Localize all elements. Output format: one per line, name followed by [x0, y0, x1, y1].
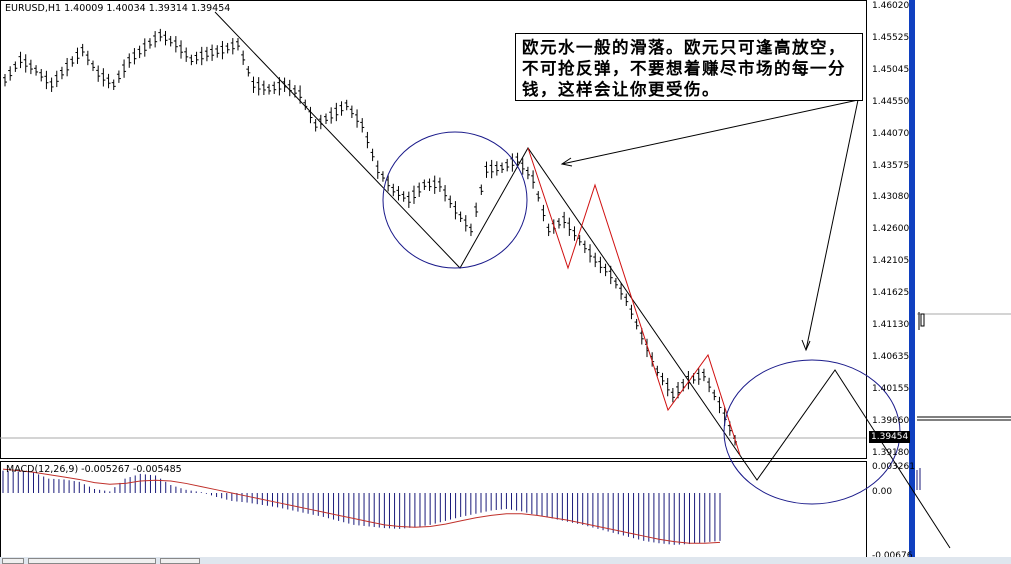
price-axis-label: 1.45045 — [872, 64, 910, 75]
price-panel-border — [0, 0, 867, 459]
red-zigzag-line — [527, 147, 741, 456]
price-axis-label: 1.42600 — [872, 224, 910, 235]
chart-tab[interactable] — [160, 558, 200, 564]
macd-signal-line — [2, 468, 721, 544]
period-separator[interactable] — [909, 0, 915, 557]
current-price-label: 1.39454 — [869, 431, 911, 443]
price-bars — [3, 28, 737, 446]
chart-tabs-bar — [0, 557, 1011, 564]
symbol-header: EURUSD,H1 1.40009 1.40034 1.39314 1.3945… — [5, 3, 231, 14]
right-candle — [920, 313, 925, 327]
annotation-callout: 欧元水一般的滑落。欧元只可逢高放空，不可抢反弹，不要想着赚尽市场的每一分钱，这样… — [515, 33, 863, 101]
annotations — [214, 11, 951, 549]
chart-tab[interactable] — [2, 558, 24, 564]
price-axis-label: 1.39660 — [872, 415, 910, 426]
price-axis-label: 1.39180 — [872, 447, 910, 458]
arrow-line-2 — [805, 99, 859, 351]
chart-tab[interactable] — [28, 558, 156, 564]
price-axis-label: 1.44550 — [872, 96, 910, 107]
price-axis-label: 1.43575 — [872, 160, 910, 171]
arrow-line-1 — [561, 99, 859, 165]
price-axis-label: 1.40635 — [872, 351, 910, 362]
trend-zigzag-line — [214, 11, 951, 549]
macd-histogram — [2, 470, 721, 545]
macd-axis-zero: 0.00 — [872, 487, 893, 497]
price-axis-label: 1.43080 — [872, 192, 910, 203]
price-axis-label: 1.41625 — [872, 288, 910, 299]
price-axis-label: 1.41130 — [872, 320, 910, 330]
macd-header: MACD(12,26,9) -0.005267 -0.005485 — [6, 464, 182, 475]
macd-axis-bottom: -0.00676 — [872, 551, 913, 561]
ellipse-highlight-1 — [382, 131, 528, 269]
price-axis-label: 1.45525 — [872, 32, 910, 43]
price-axis-label: 1.46020 — [872, 1, 910, 11]
arrowhead-icon — [560, 157, 573, 167]
right-bars — [916, 312, 925, 490]
price-axis-label: 1.40155 — [872, 383, 910, 394]
macd-panel-border — [0, 461, 867, 558]
price-axis-label: 1.42105 — [872, 256, 910, 267]
macd-axis-top: 0.003261 — [872, 462, 915, 472]
price-axis-label: 1.44070 — [872, 128, 910, 139]
arrowhead-icon — [801, 339, 811, 352]
